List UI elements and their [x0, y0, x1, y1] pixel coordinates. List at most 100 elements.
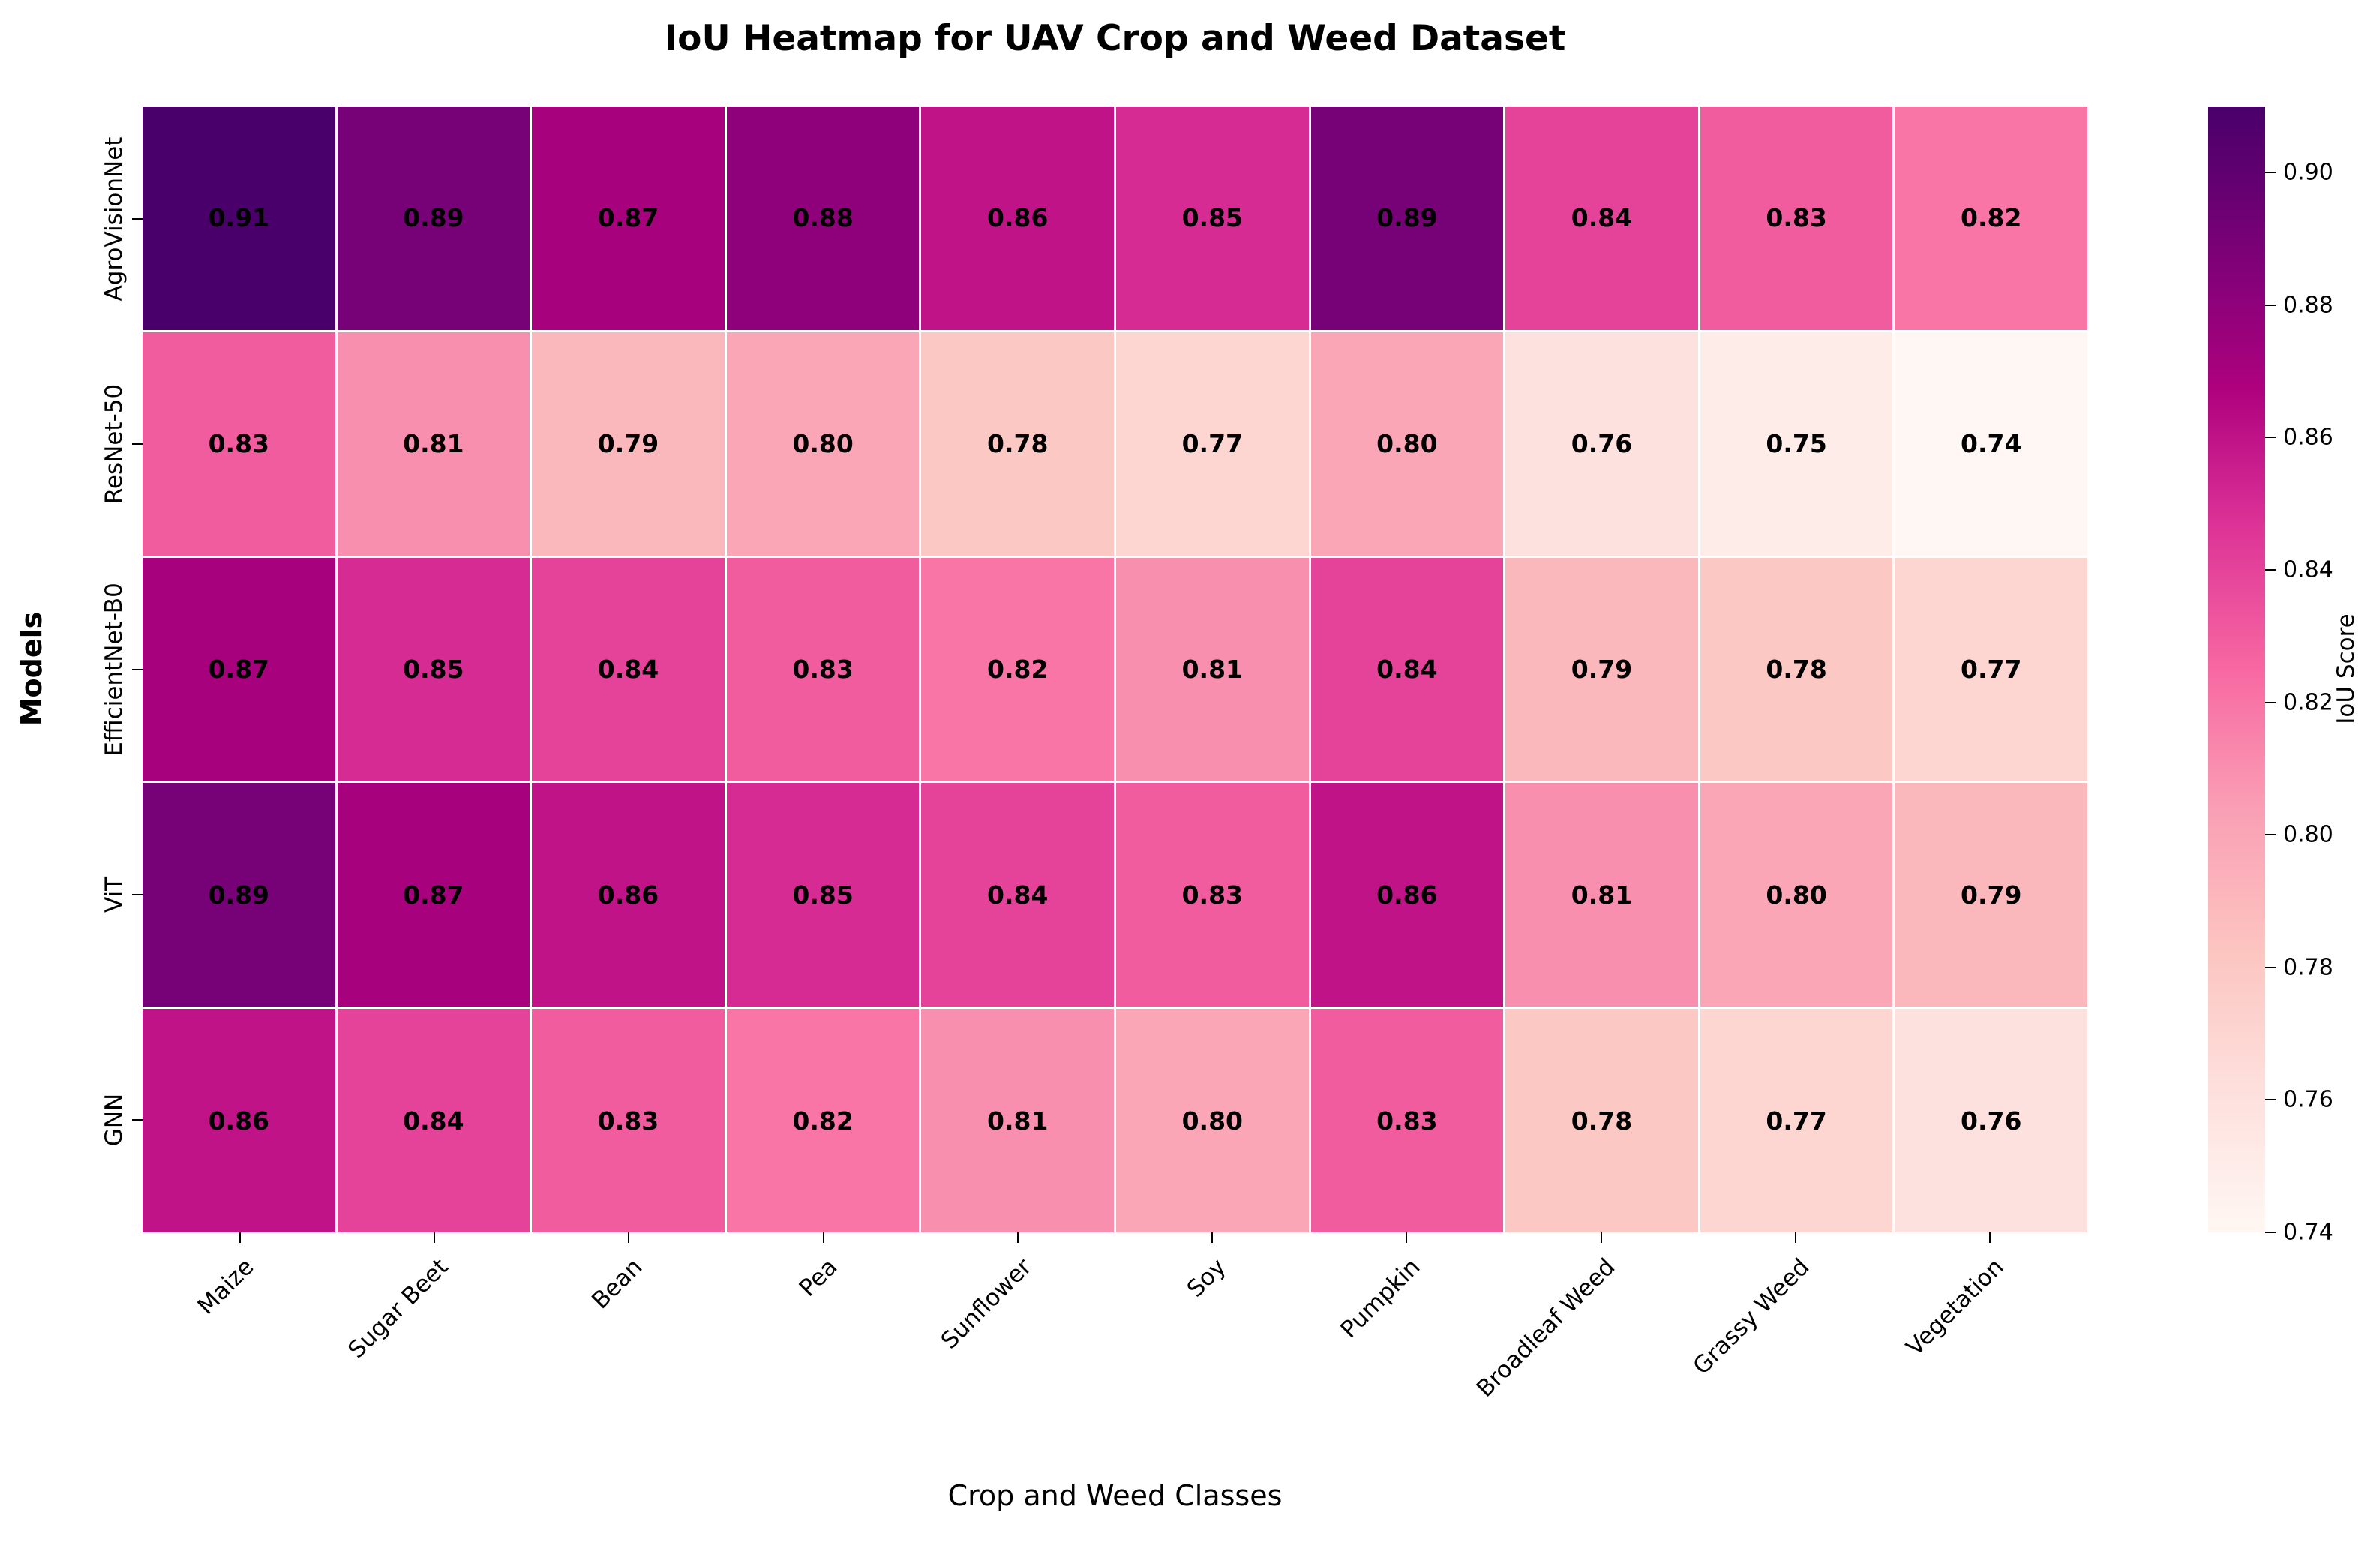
cell-value: 0.85 [1181, 203, 1243, 233]
cell-value: 0.86 [597, 880, 659, 910]
cell-value: 0.82 [1960, 203, 2022, 233]
cell-value: 0.77 [1766, 1106, 1827, 1136]
cell-value: 0.81 [403, 429, 464, 459]
cell-value: 0.83 [792, 654, 854, 684]
heatmap-cell: 0.86 [1310, 783, 1504, 1007]
heatmap-cell: 0.82 [726, 1009, 920, 1232]
cell-value: 0.78 [986, 429, 1049, 459]
heatmap-cell: 0.89 [143, 783, 335, 1007]
tick-mark [132, 443, 143, 446]
colorbar-tick-label: 0.78 [2283, 954, 2333, 981]
heatmap-cell: 0.81 [921, 1009, 1114, 1232]
heatmap-cell: 0.83 [1116, 783, 1309, 1007]
cell-value: 0.80 [1181, 1106, 1243, 1136]
cell-value: 0.85 [403, 654, 464, 684]
cell-value: 0.83 [597, 1106, 659, 1136]
cell-value: 0.85 [792, 880, 854, 910]
cell-value: 0.87 [403, 880, 464, 910]
colorbar-tick-label: 0.76 [2283, 1086, 2333, 1113]
heatmap-cell: 0.85 [1116, 106, 1309, 330]
tick-mark [1600, 1232, 1602, 1243]
cell-value: 0.84 [403, 1106, 464, 1136]
colorbar-axis-label: IoU Score [2333, 614, 2360, 724]
tick-mark [239, 1232, 241, 1243]
heatmap-cell: 0.89 [1310, 106, 1504, 330]
colorbar-tick-label: 0.86 [2283, 424, 2333, 451]
heatmap-cell: 0.79 [532, 332, 725, 556]
heatmap-cell: 0.76 [1505, 332, 1698, 556]
cell-value: 0.76 [1960, 1106, 2022, 1136]
heatmap-cell: 0.83 [143, 332, 335, 556]
tick-mark [1989, 1232, 1991, 1243]
tick-mark [628, 1232, 630, 1243]
x-axis-label: Crop and Weed Classes [947, 1479, 1283, 1512]
tick-mark [1795, 1232, 1797, 1243]
cell-value: 0.82 [792, 1106, 854, 1136]
cell-value: 0.79 [1960, 880, 2022, 910]
tick-mark [822, 1232, 824, 1243]
heatmap-cell: 0.82 [1895, 106, 2087, 330]
heatmap-cell: 0.88 [726, 106, 920, 330]
cell-value: 0.82 [986, 654, 1049, 684]
tick-mark [2265, 569, 2276, 572]
colorbar-tick-label: 0.88 [2283, 292, 2333, 319]
heatmap-cell: 0.81 [1116, 557, 1309, 782]
cell-value: 0.83 [1766, 203, 1827, 233]
heatmap-cell: 0.91 [143, 106, 335, 330]
cell-value: 0.86 [1376, 880, 1438, 910]
colorbar-gradient [2208, 106, 2265, 1232]
colorbar-tick-label: 0.82 [2283, 689, 2333, 716]
tick-mark [1211, 1232, 1214, 1243]
cell-value: 0.74 [1960, 429, 2022, 459]
heatmap-cell: 0.77 [1116, 332, 1309, 556]
cell-value: 0.78 [1766, 654, 1827, 684]
heatmap-cell: 0.87 [143, 557, 335, 782]
tick-mark [132, 1118, 143, 1120]
cell-value: 0.88 [792, 203, 854, 233]
cell-value: 0.77 [1960, 654, 2022, 684]
heatmap-cell: 0.83 [1310, 1009, 1504, 1232]
cell-value: 0.89 [1376, 203, 1438, 233]
tick-mark [2265, 834, 2276, 836]
cell-value: 0.91 [208, 203, 269, 233]
heatmap-cell: 0.87 [532, 106, 725, 330]
cell-value: 0.84 [597, 654, 659, 684]
heatmap-cell: 0.81 [1505, 783, 1698, 1007]
heatmap-cell: 0.80 [726, 332, 920, 556]
tick-mark [1406, 1232, 1408, 1243]
y-tick-label: ViT [101, 876, 128, 913]
colorbar-tick-label: 0.74 [2283, 1219, 2333, 1246]
cell-value: 0.79 [597, 429, 659, 459]
y-tick-label: ResNet-50 [101, 384, 128, 505]
tick-mark [2265, 1232, 2276, 1233]
cell-value: 0.76 [1571, 429, 1633, 459]
heatmap-cell: 0.81 [337, 332, 530, 556]
heatmap-cell: 0.80 [1116, 1009, 1309, 1232]
heatmap-cell: 0.84 [1505, 106, 1698, 330]
cell-value: 0.81 [1571, 880, 1633, 910]
heatmap-cell: 0.85 [337, 557, 530, 782]
tick-mark [1016, 1232, 1019, 1243]
heatmap-cell: 0.86 [532, 783, 725, 1007]
tick-mark [2265, 436, 2276, 439]
heatmap-grid: 0.91 0.89 0.87 0.88 0.86 0.85 0.89 0.84 0.83 0.82… [143, 106, 2087, 1232]
heatmap-cell: 0.79 [1505, 557, 1698, 782]
heatmap-cell: 0.77 [1700, 1009, 1893, 1232]
heatmap-cell: 0.85 [726, 783, 920, 1007]
heatmap-cell: 0.84 [921, 783, 1114, 1007]
tick-mark [2265, 1099, 2276, 1101]
y-axis-label: Models [15, 611, 48, 727]
colorbar-tick-label: 0.84 [2283, 556, 2333, 584]
heatmap-cell: 0.83 [1700, 106, 1893, 330]
heatmap-cell: 0.83 [726, 557, 920, 782]
cell-value: 0.83 [1181, 880, 1243, 910]
heatmap-cell: 0.86 [143, 1009, 335, 1232]
heatmap-cell: 0.78 [1700, 557, 1893, 782]
cell-value: 0.84 [1376, 654, 1438, 684]
cell-value: 0.84 [1571, 203, 1633, 233]
colorbar-tick-label: 0.80 [2283, 821, 2333, 848]
y-tick-label: AgroVisionNet [101, 136, 128, 302]
cell-value: 0.89 [403, 203, 464, 233]
cell-value: 0.78 [1571, 1106, 1633, 1136]
heatmap-cell: 0.86 [921, 106, 1114, 330]
